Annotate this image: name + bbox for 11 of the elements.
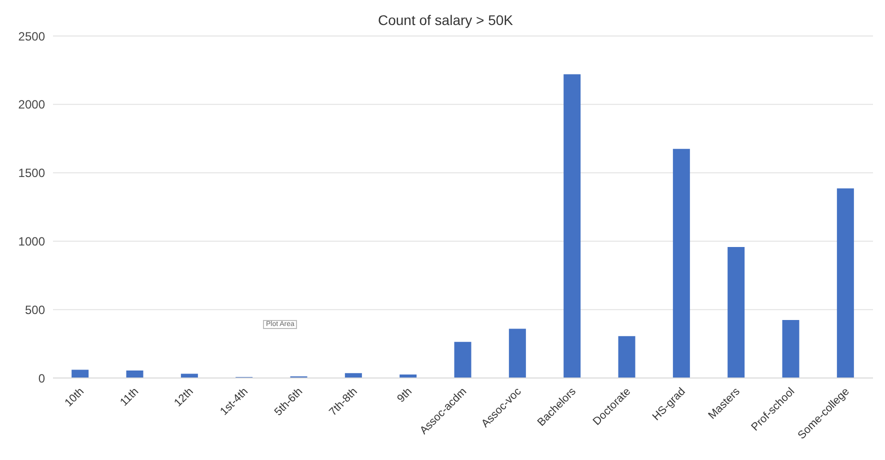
chart-title: Count of salary > 50K <box>376 12 514 28</box>
x-tick-label: 9th <box>395 386 414 405</box>
x-tick-label: 12th <box>172 386 196 410</box>
y-tick-label: 2000 <box>18 98 46 112</box>
x-tick-label: 10th <box>62 386 86 410</box>
y-tick-label: 500 <box>24 302 46 317</box>
y-tick-label: 2500 <box>18 29 46 44</box>
y-tick-label: 0 <box>38 371 46 386</box>
y-tick-label: 1500 <box>18 166 46 180</box>
x-tick-label: 11th <box>118 386 142 409</box>
y-tick-label: 1000 <box>18 234 46 248</box>
